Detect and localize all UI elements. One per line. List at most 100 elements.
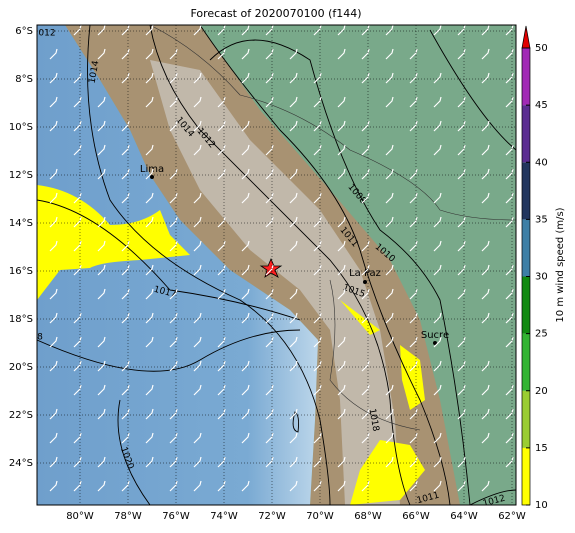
colorbar-tick-label: 45 [535, 100, 548, 111]
wind-barb [481, 168, 490, 180]
contour-label: 1014 [88, 60, 102, 85]
wind-barb [337, 96, 346, 108]
wind-barb [241, 72, 250, 84]
wind-patch [37, 185, 190, 300]
wind-barb [97, 360, 106, 372]
wind-barb [49, 96, 58, 108]
wind-barb [241, 384, 250, 396]
wind-barb [97, 480, 106, 492]
wind-barb [97, 384, 106, 396]
wind-barb [193, 192, 202, 204]
wind-barb [385, 432, 394, 444]
wind-barb [433, 120, 442, 132]
colorbar-tick-label: 25 [535, 329, 548, 340]
colorbar-segment [522, 390, 530, 448]
wind-barb [385, 168, 394, 180]
lat-label: 8°S [15, 74, 33, 85]
wind-barb [481, 432, 490, 444]
wind-barb [193, 360, 202, 372]
wind-barb [433, 336, 442, 348]
colorbar-tick-label: 15 [535, 443, 548, 454]
wind-barb [193, 25, 202, 36]
wind-barb [385, 264, 394, 276]
wind-barb [49, 312, 58, 324]
wind-barb [481, 72, 490, 84]
wind-barb [385, 336, 394, 348]
star [259, 257, 283, 278]
wind-barb [145, 432, 154, 444]
wind-barb [337, 264, 346, 276]
lon-label: 80°W [66, 511, 94, 522]
lon-label: 62°W [498, 511, 526, 522]
wind-barb [433, 456, 442, 468]
wind-barb [337, 384, 346, 396]
wind-barb [49, 168, 58, 180]
lon-label: 64°W [450, 511, 478, 522]
wind-barb [481, 192, 490, 204]
city-dot [150, 175, 154, 179]
lon-label: 66°W [402, 511, 430, 522]
wind-barb [385, 408, 394, 420]
wind-barb [241, 168, 250, 180]
lat-label: 10°S [9, 122, 33, 133]
colorbar-tick-label: 10 [535, 500, 548, 511]
wind-barb [193, 264, 202, 276]
wind-barb [433, 192, 442, 204]
wind-barb [481, 312, 490, 324]
lon-label: 70°W [306, 511, 334, 522]
wind-barb [49, 480, 58, 492]
wind-barb [385, 384, 394, 396]
wind-barb [241, 192, 250, 204]
wind-barb [145, 312, 154, 324]
wind-barb [337, 408, 346, 420]
wind-barb [193, 96, 202, 108]
city-label: Sucre [421, 330, 449, 341]
lon-label: 68°W [354, 511, 382, 522]
wind-barb [193, 72, 202, 84]
wind-barb [337, 168, 346, 180]
city-label: Lima [140, 164, 164, 175]
colorbar-segment [522, 48, 530, 106]
wind-barb [385, 144, 394, 156]
wind-barb [337, 144, 346, 156]
wind-barb [433, 432, 442, 444]
colorbar-tick-label: 30 [535, 272, 548, 283]
wind-barb [289, 240, 298, 252]
wind-barb [49, 288, 58, 300]
colorbar-tick-label: 50 [535, 43, 548, 54]
wind-barb [97, 144, 106, 156]
wind-barb [193, 216, 202, 228]
wind-barb [433, 480, 442, 492]
wind-barb [433, 384, 442, 396]
wind-barb [289, 216, 298, 228]
wind-barb [433, 72, 442, 84]
wind-barb [145, 25, 154, 36]
wind-barb [337, 120, 346, 132]
wind-barb [337, 240, 346, 252]
lat-label: 6°S [15, 26, 33, 37]
wind-barb [241, 25, 250, 36]
wind-barb [481, 360, 490, 372]
wind-barb [337, 480, 346, 492]
wind-barb [289, 480, 298, 492]
colorbar-segment [522, 447, 530, 505]
colorbar-segment [522, 276, 530, 334]
wind-barb [241, 408, 250, 420]
lat-label: 16°S [9, 266, 33, 277]
borders [149, 25, 516, 431]
wind-barb [145, 408, 154, 420]
city-dot [363, 280, 367, 284]
colorbar-segment [522, 162, 530, 220]
wind-barb [433, 96, 442, 108]
wind-barb [145, 336, 154, 348]
wind-barb [385, 288, 394, 300]
wind-barb [289, 120, 298, 132]
lon-label: 76°W [162, 511, 190, 522]
city-label: La Paz [349, 268, 381, 279]
wind-barb [193, 120, 202, 132]
wind-barb [289, 288, 298, 300]
wind-barb [145, 168, 154, 180]
wind-barb [241, 144, 250, 156]
wind-barb [145, 144, 154, 156]
